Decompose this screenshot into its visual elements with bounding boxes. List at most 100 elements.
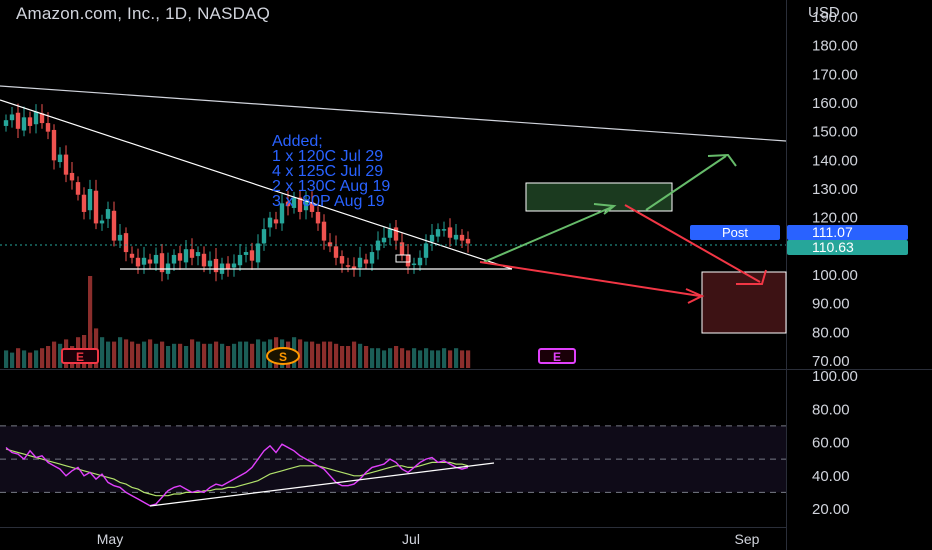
candle-body xyxy=(309,202,315,212)
price-tick-label: 150.00 xyxy=(812,124,858,141)
candle-body xyxy=(447,227,453,238)
event-marker-split[interactable]: S xyxy=(266,347,300,365)
candle-body xyxy=(339,256,345,264)
candle-body xyxy=(375,240,381,251)
volume-bar xyxy=(424,348,429,368)
volume-bar xyxy=(436,350,441,368)
volume-bar xyxy=(448,350,453,368)
candle-body xyxy=(189,249,195,258)
candle-body xyxy=(321,221,327,241)
price-tick-label: 80.00 xyxy=(812,324,850,341)
candle-body xyxy=(255,243,261,263)
rsi-tick-label: 40.00 xyxy=(812,468,850,485)
candle-body xyxy=(345,265,351,267)
candle-body xyxy=(417,257,423,266)
event-marker-earnings-2[interactable]: E xyxy=(538,348,576,364)
rsi-trendline xyxy=(149,462,495,507)
volume-bar xyxy=(154,343,159,368)
candle-body xyxy=(363,259,369,264)
post-label: Post xyxy=(722,225,748,240)
candle-body xyxy=(411,263,417,266)
candle-body xyxy=(435,229,441,237)
volume-bar xyxy=(46,346,51,368)
volume-bar xyxy=(412,348,417,368)
note-line: 1 x 120C Jul 29 xyxy=(272,148,384,165)
candle-body xyxy=(99,220,105,224)
volume-bar xyxy=(358,343,363,368)
volume-bar xyxy=(208,343,213,368)
rsi-tick-label: 20.00 xyxy=(812,501,850,518)
candle-body xyxy=(33,111,39,125)
volume-bar xyxy=(196,341,201,368)
volume-bar xyxy=(334,343,339,368)
candle-body xyxy=(195,252,201,257)
candle-body xyxy=(153,254,159,264)
time-tick-label: Sep xyxy=(735,531,760,547)
volume-bar xyxy=(304,341,309,368)
volume-bar xyxy=(40,348,45,368)
candle-body xyxy=(81,194,87,212)
bearish-arrow-line xyxy=(479,261,701,297)
volume-bar xyxy=(112,341,117,368)
candle-body xyxy=(459,234,465,241)
volume-bar xyxy=(52,341,57,368)
volume-bar xyxy=(178,343,183,368)
volume-bar xyxy=(226,346,231,368)
price-tick-label: 140.00 xyxy=(812,152,858,169)
candle-body xyxy=(231,263,237,268)
candle-body xyxy=(381,237,387,243)
volume-bar xyxy=(346,346,351,368)
candle-body xyxy=(261,229,267,244)
candle-body xyxy=(285,201,291,207)
volume-bar xyxy=(142,341,147,368)
volume-bar xyxy=(184,346,189,368)
candle-body xyxy=(249,250,255,261)
bullish-arrow-head xyxy=(707,153,737,167)
volume-bar xyxy=(370,348,375,368)
time-tick-label: May xyxy=(97,531,123,547)
volume-bar xyxy=(232,343,237,368)
volume-bar xyxy=(406,350,411,368)
candle-body xyxy=(201,253,207,267)
candle-body xyxy=(159,253,165,273)
candle-body xyxy=(75,182,81,195)
volume-bar xyxy=(298,339,303,368)
volume-bar xyxy=(364,346,369,368)
post-market-badge: Post 111.07 xyxy=(690,224,908,240)
price-tick-label: 160.00 xyxy=(812,95,858,112)
position-notes: Added; 1 x 120C Jul 29 4 x 125C Jul 29 2 x … xyxy=(272,134,391,210)
volume-bar xyxy=(442,348,447,368)
earnings-icon xyxy=(61,348,99,364)
volume-bar xyxy=(106,341,111,368)
candle-body xyxy=(351,266,357,270)
rsi-ma-line xyxy=(5,448,469,497)
marker-box xyxy=(395,254,411,263)
earnings-icon xyxy=(538,348,576,364)
volume-bar xyxy=(316,343,321,368)
volume-bar xyxy=(202,343,207,368)
volume-bar-spike xyxy=(88,276,93,368)
volume-bar xyxy=(220,343,225,368)
volume-bar xyxy=(352,341,357,368)
candle-body xyxy=(333,246,339,258)
candle-body xyxy=(213,258,219,273)
volume-bar xyxy=(322,341,327,368)
candle-body xyxy=(423,243,429,258)
event-marker-label: E xyxy=(553,350,561,364)
candle-body xyxy=(105,209,111,219)
price-tick-label: 130.00 xyxy=(812,181,858,198)
candle-body xyxy=(9,114,15,121)
chart-title: Amazon.com, Inc., 1D, NASDAQ xyxy=(16,4,271,23)
candle-body xyxy=(237,254,243,266)
post-price-label: 111.07 xyxy=(812,224,853,240)
candle-body xyxy=(141,257,147,265)
volume-bar xyxy=(394,346,399,368)
volume-bar xyxy=(466,350,471,368)
volume-bar xyxy=(16,348,21,368)
bearish-arrow-head xyxy=(736,269,767,285)
event-marker-earnings-1[interactable]: E xyxy=(61,348,99,364)
candle-body xyxy=(39,113,45,124)
price-tick-label: 100.00 xyxy=(812,267,858,284)
note-line: 2 x 130C Aug 19 xyxy=(272,178,391,195)
